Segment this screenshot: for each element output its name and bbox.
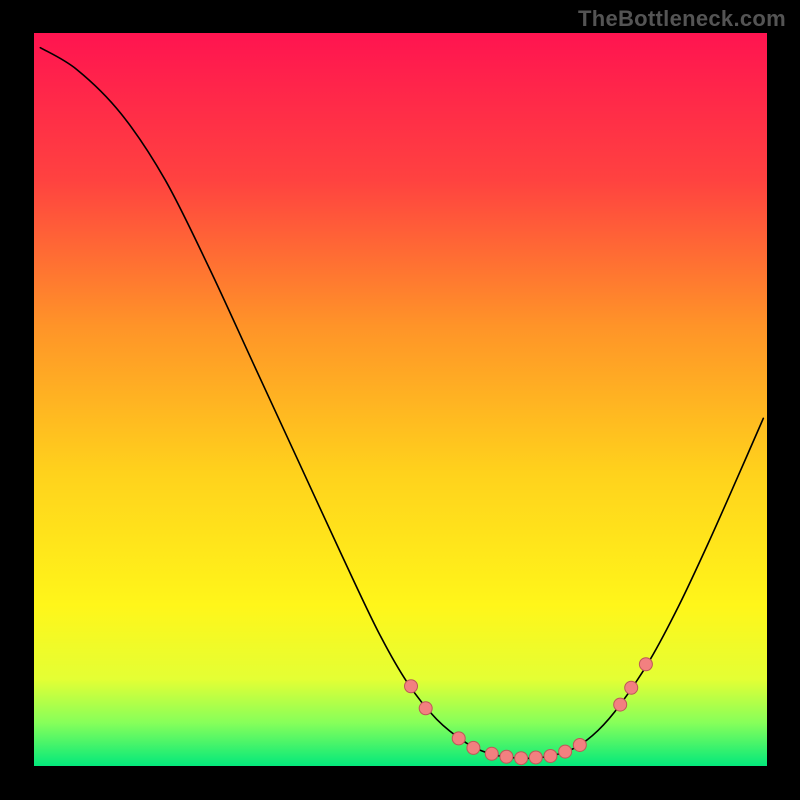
- data-marker: [452, 732, 465, 745]
- data-marker: [625, 681, 638, 694]
- data-marker: [573, 738, 586, 751]
- watermark-text: TheBottleneck.com: [578, 6, 786, 32]
- data-marker: [485, 747, 498, 760]
- data-marker: [614, 698, 627, 711]
- data-marker: [529, 751, 542, 764]
- data-marker: [639, 658, 652, 671]
- data-marker: [515, 752, 528, 765]
- chart-stage: TheBottleneck.com: [0, 0, 800, 800]
- bottleneck-curve-chart: [33, 33, 767, 767]
- data-marker: [500, 750, 513, 763]
- data-marker: [405, 680, 418, 693]
- data-marker: [544, 749, 557, 762]
- plot-area: [33, 33, 767, 767]
- data-marker: [419, 702, 432, 715]
- data-marker: [559, 745, 572, 758]
- data-marker: [467, 741, 480, 754]
